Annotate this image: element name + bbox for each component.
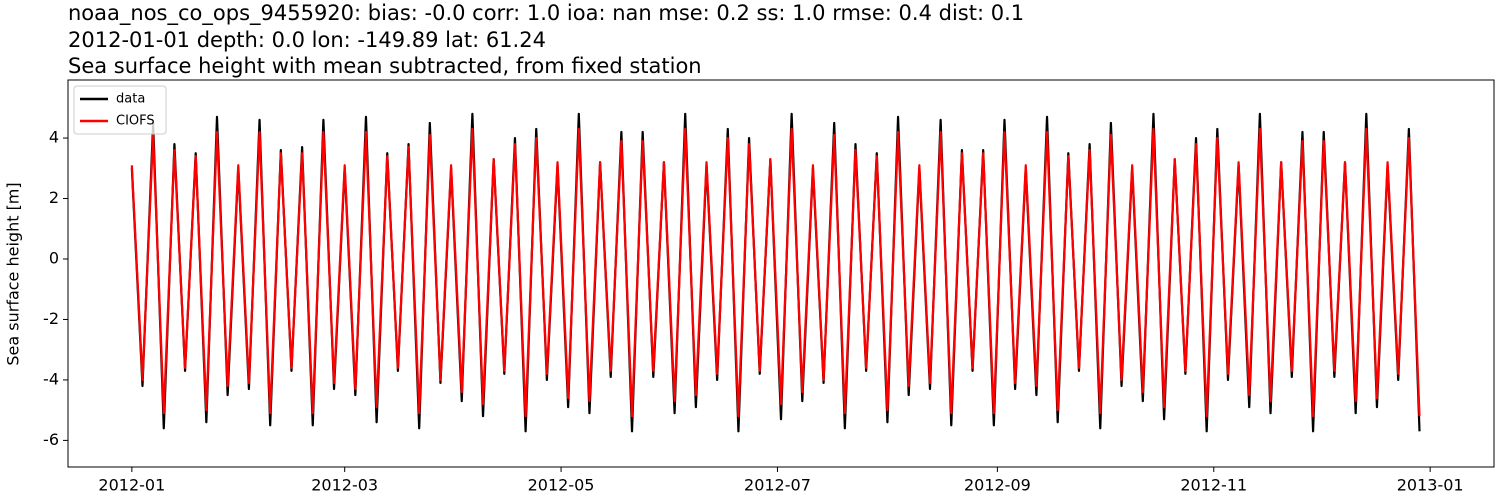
- series-line: [130, 127, 1421, 418]
- x-tick-label: 2012-01: [98, 476, 165, 495]
- title-line: noaa_nos_co_ops_9455920: bias: -0.0 corr…: [68, 1, 1024, 26]
- x-tick-label: 2012-11: [1180, 476, 1247, 495]
- y-axis-label: Sea surface height [m]: [4, 182, 23, 365]
- legend-label: data: [116, 92, 145, 107]
- y-tick-label: 4: [49, 128, 59, 147]
- title-line: 2012-01-01 depth: 0.0 lon: -149.89 lat: …: [68, 28, 546, 52]
- x-tick-label: 2012-09: [964, 476, 1031, 495]
- y-tick-label: -4: [43, 369, 59, 388]
- title-line: Sea surface height with mean subtracted,…: [68, 54, 702, 78]
- y-tick-label: -2: [43, 309, 59, 328]
- x-tick-label: 2012-03: [311, 476, 378, 495]
- y-tick-label: 2: [49, 188, 59, 207]
- y-tick-label: -6: [43, 430, 59, 449]
- x-tick-label: 2013-01: [1397, 476, 1464, 495]
- y-tick-label: 0: [49, 248, 59, 267]
- legend-label: CIOFS: [116, 114, 155, 129]
- x-tick-label: 2012-05: [528, 476, 595, 495]
- plot-frame: [67, 79, 1495, 468]
- x-tick-label: 2012-07: [744, 476, 811, 495]
